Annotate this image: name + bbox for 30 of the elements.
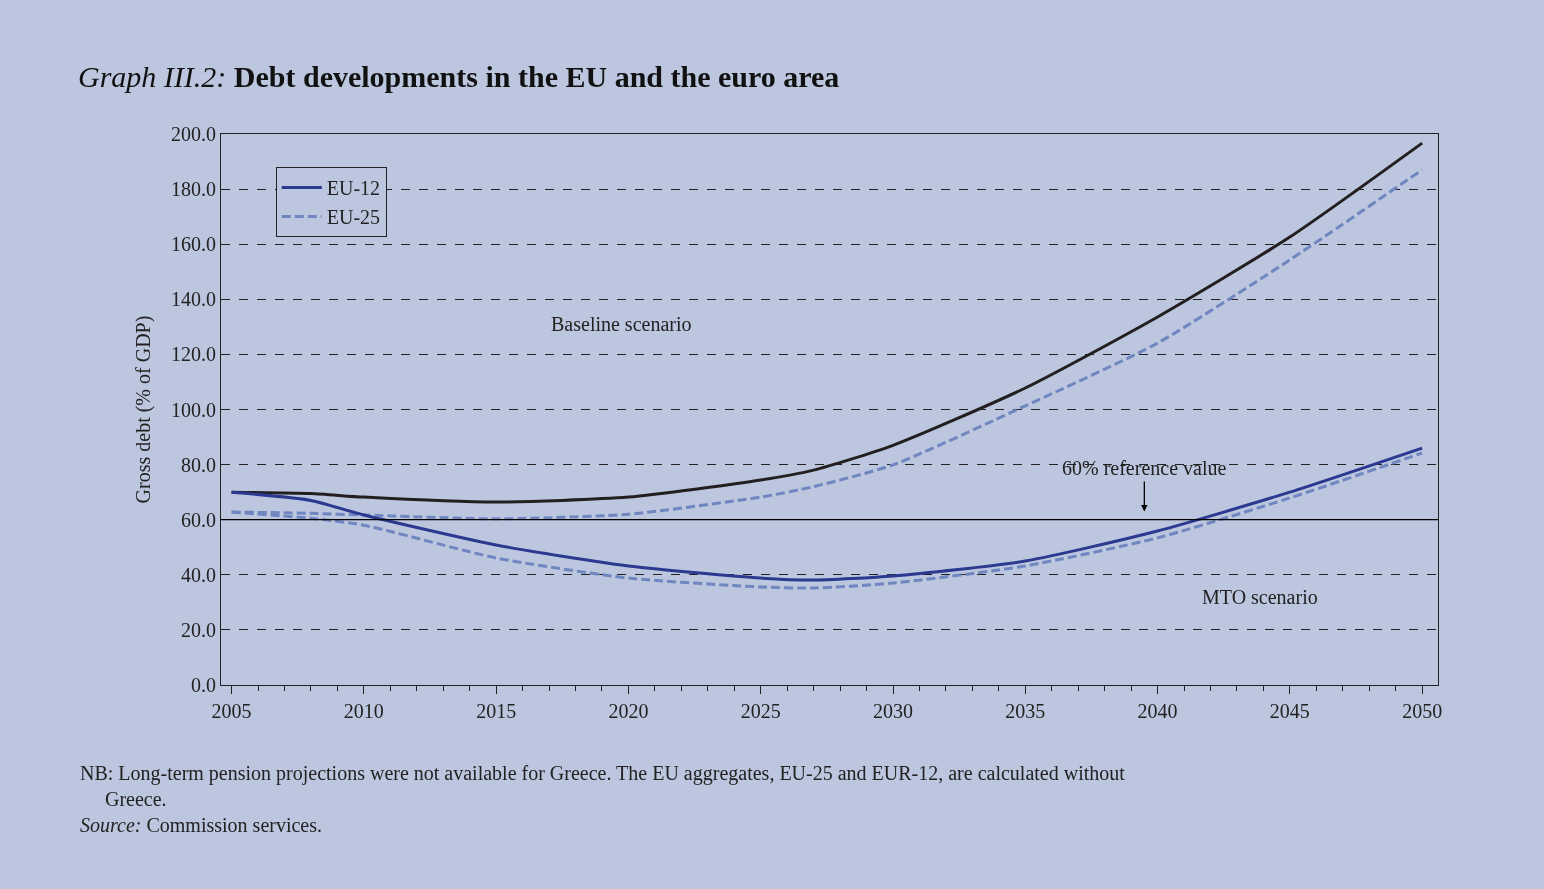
y-tick-label: 120.0 [171, 343, 216, 366]
legend-label: EU-12 [326, 177, 381, 200]
y-axis-title: Gross debt (% of GDP) [131, 315, 155, 504]
x-tick-label: 2020 [608, 700, 649, 722]
x-tick-label: 2035 [1005, 700, 1046, 722]
y-tick-label: 40.0 [181, 563, 216, 586]
x-tick-label: 2045 [1269, 700, 1310, 722]
x-tick-label: 2015 [476, 700, 517, 722]
y-tick-label: 140.0 [171, 288, 216, 311]
x-tick-label: 2010 [343, 700, 384, 722]
source-note: Source: Commission services. [80, 814, 323, 836]
y-tick-label: 20.0 [181, 618, 216, 641]
annotation: MTO scenario [1202, 586, 1318, 608]
y-tick-label: 180.0 [171, 178, 216, 201]
text: NB: Long-term pension projections were not available for Greece. The EU aggregates, EU-25 and EUR-12, are calculated without Greece. [80, 762, 1126, 810]
x-tick-label: 2030 [873, 700, 913, 722]
annotation: Baseline scenario [551, 313, 692, 335]
y-tick-label: 160.0 [171, 233, 216, 256]
x-tick-label: 2025 [740, 700, 781, 722]
ref-line-label: 60% reference value [1062, 457, 1227, 479]
chart-title: Graph III.2: Debt developments in the EU and the euro area [78, 59, 840, 93]
x-tick-label: 2005 [211, 700, 252, 722]
legend-label: EU-25 [326, 206, 381, 229]
x-tick-label: 2050 [1402, 700, 1443, 722]
y-tick-label: 80.0 [181, 453, 216, 476]
y-tick-label: 60.0 [181, 508, 216, 531]
y-tick-label: 200.0 [171, 123, 216, 145]
x-tick-label: 2040 [1137, 700, 1178, 722]
y-tick-label: 0.0 [191, 674, 216, 696]
y-tick-label: 100.0 [171, 398, 216, 421]
